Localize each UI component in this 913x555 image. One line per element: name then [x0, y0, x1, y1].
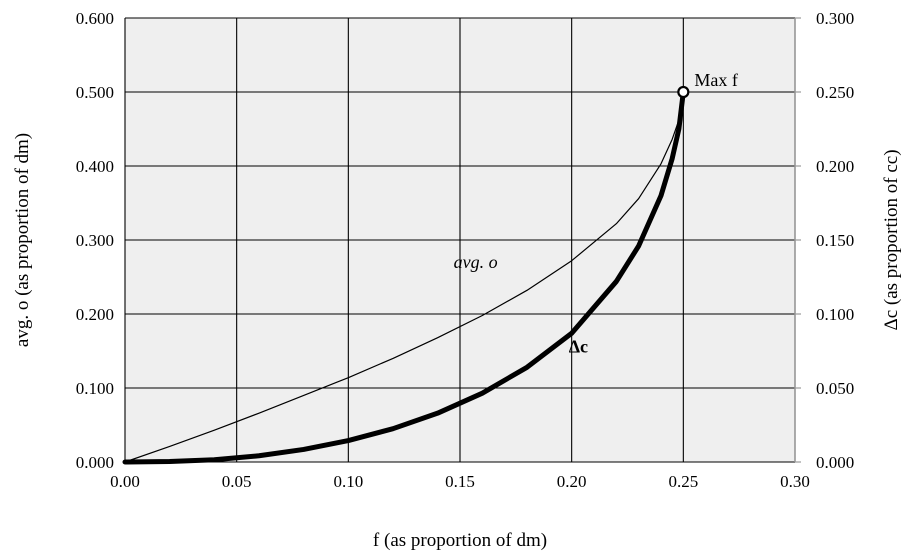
annotations: Max f avg. o Δc [454, 70, 738, 356]
series-lines [122, 85, 690, 465]
y-left-tick-label: 0.100 [76, 379, 114, 398]
y-right-tick-label: 0.250 [816, 83, 854, 102]
y-left-tick-label: 0.600 [76, 9, 114, 28]
x-tick-label: 0.00 [110, 472, 140, 491]
x-tick-label: 0.30 [780, 472, 810, 491]
y-left-tick-label: 0.000 [76, 453, 114, 472]
tick-labels: 0.00 0.05 0.10 0.15 0.20 0.25 0.30 0.000 0.100 0.… [76, 9, 855, 491]
series-line-avg-o [124, 91, 684, 463]
series-line-delta-c [122, 89, 686, 465]
gridlines [124, 17, 801, 463]
y-left-tick-label: 0.300 [76, 231, 114, 250]
axis-titles: f (as proportion of dm) avg. o (as propor… [12, 133, 902, 551]
y-left-tick-label: 0.400 [76, 157, 114, 176]
x-tick-label: 0.05 [222, 472, 252, 491]
avg-o-curve-label: avg. o [454, 252, 498, 272]
y-left-axis-title: avg. o (as proportion of dm) [12, 133, 33, 347]
max-f-label: Max f [694, 70, 738, 90]
x-tick-label: 0.10 [333, 472, 363, 491]
max-f-point-marker [677, 85, 690, 99]
y-right-tick-label: 0.000 [816, 453, 854, 472]
y-left-tick-label: 0.200 [76, 305, 114, 324]
x-tick-label: 0.25 [668, 472, 698, 491]
x-tick-label: 0.15 [445, 472, 475, 491]
y-right-axis-title: Δc (as proportion of cc) [881, 149, 902, 330]
x-axis-title: f (as proportion of dm) [373, 530, 547, 551]
y-right-tick-label: 0.100 [816, 305, 854, 324]
y-right-tick-label: 0.300 [816, 9, 854, 28]
y-right-tick-label: 0.200 [816, 157, 854, 176]
x-tick-label: 0.20 [557, 472, 587, 491]
delta-c-curve-label: Δc [569, 336, 588, 356]
y-left-tick-label: 0.500 [76, 83, 114, 102]
y-right-tick-label: 0.050 [816, 379, 854, 398]
y-right-tick-label: 0.150 [816, 231, 854, 250]
